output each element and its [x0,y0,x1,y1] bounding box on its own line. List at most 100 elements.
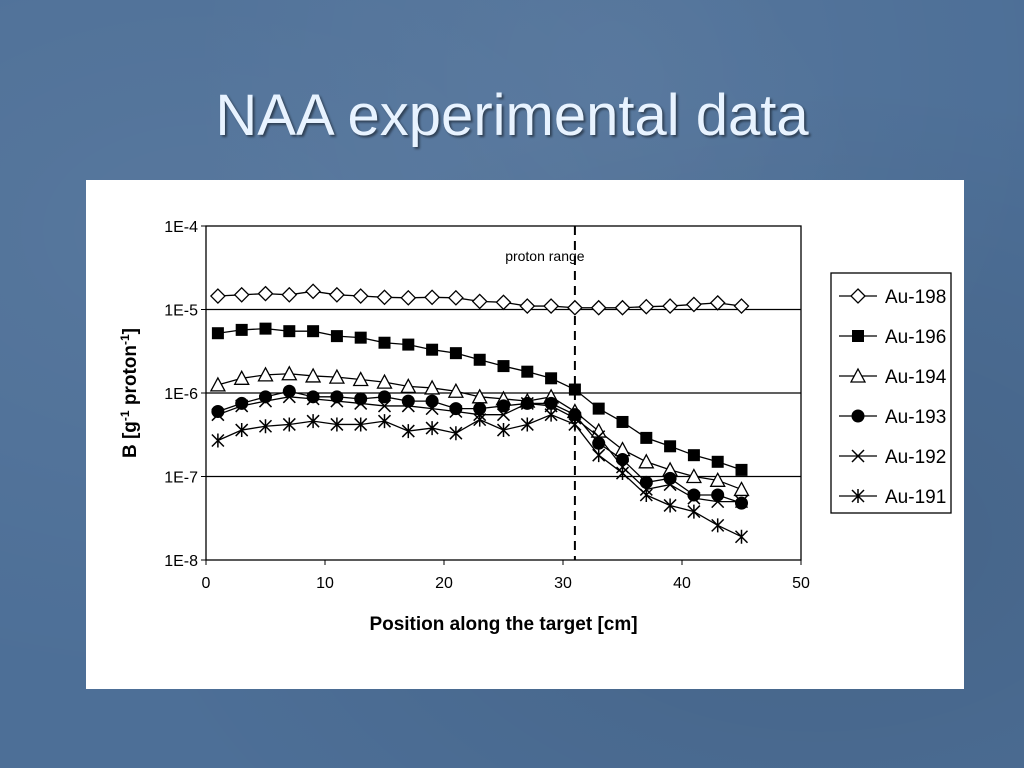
marker-shape [209,376,226,392]
data-point [711,488,725,502]
marker-shape [211,433,225,448]
marker-shape [401,399,415,413]
data-point [209,288,226,304]
data-point [401,394,415,408]
data-point [449,404,463,419]
marker-shape [330,390,344,404]
data-point [711,518,725,533]
data-point [330,330,343,343]
legend-item: Au-191 [839,487,946,508]
marker-shape [424,379,441,395]
data-point [735,463,748,476]
marker-shape [211,327,224,340]
slide-title: NAA experimental data [215,83,809,148]
legend-box [830,272,952,514]
data-point [640,431,653,444]
marker-shape [709,294,726,311]
marker-shape [566,299,583,316]
marker-shape [544,407,558,422]
data-point [258,419,273,434]
marker-shape [592,430,606,444]
marker-shape [638,298,655,315]
marker-shape [400,289,417,306]
legend-item: Au-196 [839,327,946,348]
data-point [281,365,298,381]
marker-shape [402,338,415,351]
data-point [687,491,701,505]
marker-shape [305,283,322,300]
marker-shape [544,396,558,410]
data-point [447,289,464,306]
data-point [544,396,558,410]
data-point [235,323,248,336]
data-point [354,392,368,406]
marker-shape [851,409,865,423]
marker-shape [471,293,488,310]
marker-shape [328,286,345,303]
data-point [662,298,679,314]
legend-label: Au-196 [885,327,946,348]
plot-frame [205,225,802,561]
data-point [233,369,250,385]
data-point [257,285,274,302]
legend-marker [850,288,866,304]
marker-shape [520,396,534,410]
marker-shape [354,396,368,410]
data-point [330,390,344,404]
y-tick-label: 1E-6 [164,386,198,403]
data-point [592,402,605,415]
marker-shape [615,466,630,481]
marker-shape [592,402,605,415]
legend-label: Au-192 [885,447,946,468]
data-point [592,430,606,444]
data-point [734,529,749,544]
x-tick-label: 30 [554,575,572,592]
legend-item: Au-193 [839,407,946,428]
data-point [520,417,534,432]
marker-shape [568,417,582,432]
data-point [568,408,582,422]
data-point [352,371,369,387]
data-point [711,495,725,509]
marker-shape [687,504,701,519]
marker-shape [685,296,702,313]
data-point [209,376,226,392]
marker-shape [709,471,726,487]
data-point [519,298,536,314]
data-point [402,338,415,351]
marker-shape [590,422,607,438]
data-point [687,449,700,462]
data-point [376,289,393,306]
data-point [592,448,606,463]
marker-shape [447,382,464,398]
marker-shape [449,402,463,416]
marker-shape [449,347,462,360]
legend-item: Au-192 [839,447,946,468]
series-au-191 [211,407,749,544]
marker-shape [663,471,677,485]
marker-shape [616,452,629,466]
marker-shape [614,299,631,316]
marker-shape [281,365,298,381]
data-point [211,405,225,419]
legend-marker [851,489,865,503]
data-point [424,379,441,395]
marker-shape [663,478,677,492]
marker-shape [282,390,296,404]
data-point [424,289,441,306]
marker-shape [258,394,273,408]
marker-shape [687,491,701,505]
y-tick-label: 1E-8 [164,553,198,570]
data-point [709,471,726,487]
data-point [590,299,607,316]
legend-label: Au-191 [885,487,946,508]
marker-shape [258,419,273,434]
marker-shape [521,365,534,378]
data-point [638,453,655,469]
marker-shape [235,323,248,336]
data-point [211,327,224,340]
data-point [211,408,225,422]
marker-shape [519,298,536,314]
marker-shape [473,412,487,427]
data-point [257,366,274,382]
